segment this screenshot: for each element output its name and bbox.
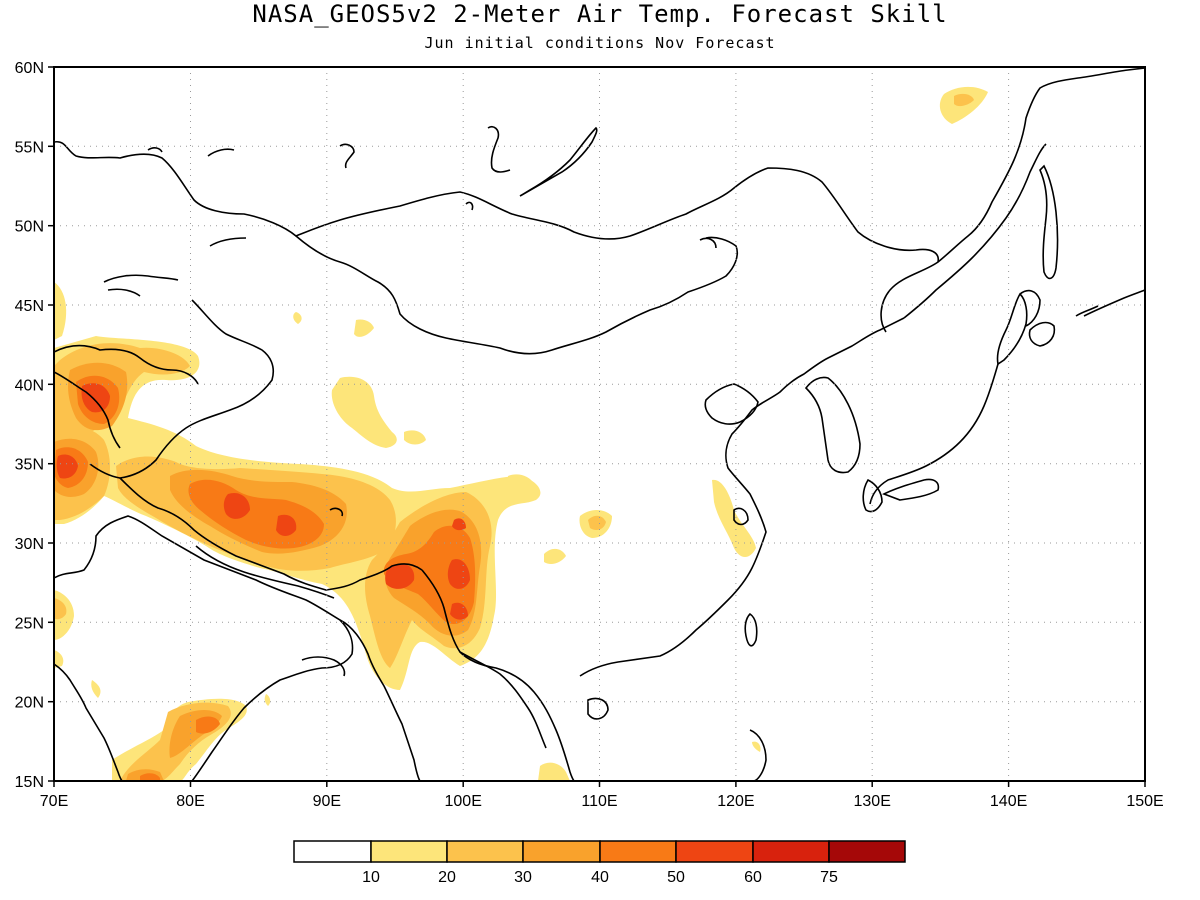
lon-label: 70E — [40, 793, 68, 810]
skill-shading — [54, 86, 988, 781]
lat-label: 15N — [15, 774, 44, 791]
lat-label: 50N — [15, 219, 44, 236]
map-title: NASA_GEOS5v2 2-Meter Air Temp. Forecast … — [252, 0, 948, 28]
lat-label: 20N — [15, 695, 44, 712]
lat-label: 40N — [15, 377, 44, 394]
lat-label: 45N — [15, 298, 44, 315]
colorbar-swatch — [828, 840, 906, 863]
lon-label: 90E — [313, 793, 341, 810]
colorbar-swatch — [752, 840, 830, 863]
graticule — [54, 67, 1145, 781]
colorbar: 10 20 30 40 50 60 75 — [293, 840, 906, 886]
colorbar-swatch — [675, 840, 754, 863]
colorbar-swatch — [446, 840, 524, 863]
lat-label: 55N — [15, 139, 44, 156]
colorbar-swatch — [370, 840, 448, 863]
latitude-labels: 15N 20N 25N 30N 35N 40N 45N 50N 55N 60N — [15, 60, 44, 791]
colorbar-swatch — [522, 840, 601, 863]
colorbar-swatch — [293, 840, 372, 863]
colorbar-swatch — [599, 840, 677, 863]
lon-label: 130E — [854, 793, 891, 810]
colorbar-label: 30 — [514, 869, 532, 886]
lat-label: 25N — [15, 615, 44, 632]
coastlines-borders — [54, 67, 1145, 781]
lon-label: 100E — [445, 793, 482, 810]
colorbar-label: 40 — [591, 869, 609, 886]
lon-label: 150E — [1126, 793, 1163, 810]
axis-ticks — [48, 66, 1146, 787]
lat-label: 35N — [15, 457, 44, 474]
colorbar-label: 75 — [820, 869, 838, 886]
lon-label: 80E — [176, 793, 204, 810]
colorbar-label: 60 — [744, 869, 762, 886]
longitude-labels: 70E 80E 90E 100E 110E 120E 130E 140E 150… — [40, 793, 1164, 810]
lat-label: 60N — [15, 60, 44, 77]
colorbar-label: 50 — [667, 869, 685, 886]
lon-label: 140E — [990, 793, 1027, 810]
colorbar-label: 10 — [362, 869, 380, 886]
colorbar-label: 20 — [438, 869, 456, 886]
map-subtitle: Jun initial conditions Nov Forecast — [424, 34, 776, 52]
lon-label: 120E — [717, 793, 754, 810]
lon-label: 110E — [581, 793, 617, 810]
lat-label: 30N — [15, 536, 44, 553]
